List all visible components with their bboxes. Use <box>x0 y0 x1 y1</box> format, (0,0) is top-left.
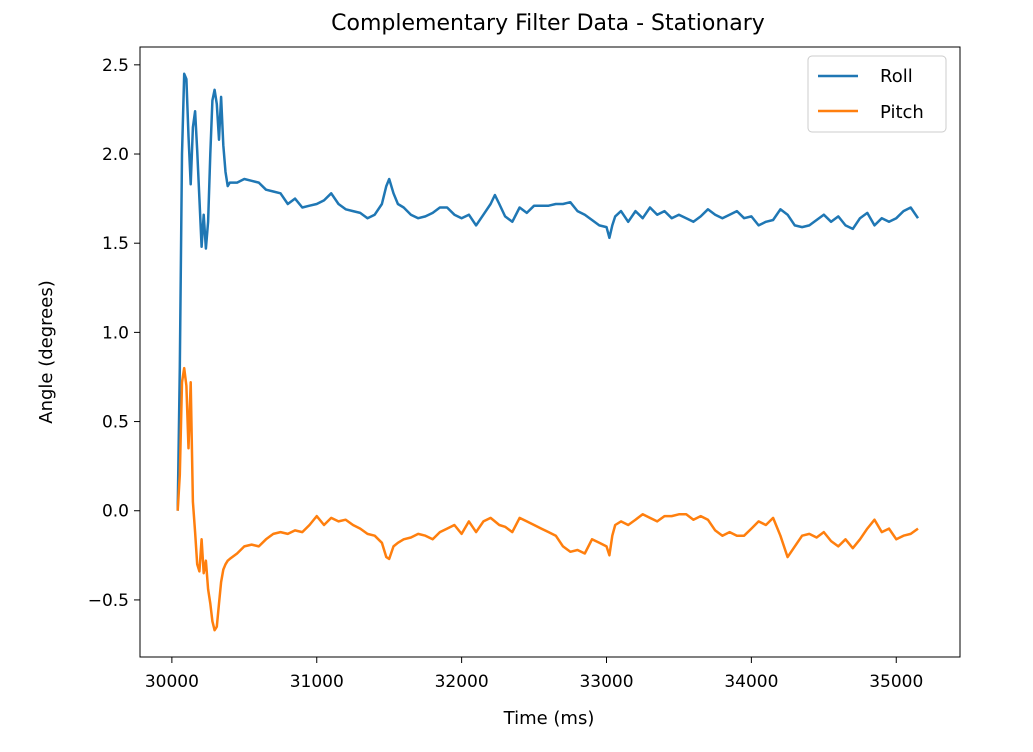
plot-frame <box>139 46 961 658</box>
x-tick-label: 33000 <box>579 672 633 692</box>
plot-lines <box>176 72 920 632</box>
x-tick-label: 31000 <box>290 672 344 692</box>
legend: Roll Pitch <box>807 55 947 133</box>
x-axis: 30000 31000 32000 33000 34000 35000 <box>145 657 923 692</box>
x-axis-title: Time (ms) <box>503 708 595 729</box>
legend-label-pitch: Pitch <box>880 102 924 123</box>
y-tick-label: 0.0 <box>102 502 129 522</box>
legend-box <box>807 55 947 133</box>
y-tick-label: 0.5 <box>102 413 129 433</box>
y-tick-label: 1.0 <box>102 323 129 343</box>
x-tick-label: 32000 <box>435 672 489 692</box>
y-tick-label: 2.5 <box>102 56 129 76</box>
y-axis-title: Angle (degrees) <box>36 280 57 423</box>
series-line-pitch <box>176 366 919 632</box>
x-tick-label: 30000 <box>145 672 199 692</box>
x-tick-label: 34000 <box>724 672 778 692</box>
x-tick-label: 35000 <box>869 672 923 692</box>
chart-title: Complementary Filter Data - Stationary <box>331 11 765 36</box>
legend-label-roll: Roll <box>880 66 913 87</box>
y-tick-label: −0.5 <box>88 591 129 611</box>
y-axis: −0.5 0.0 0.5 1.0 1.5 2.0 2.5 <box>88 56 140 611</box>
y-tick-label: 1.5 <box>102 234 129 254</box>
y-tick-label: 2.0 <box>102 145 129 165</box>
series-line-roll <box>176 72 920 511</box>
